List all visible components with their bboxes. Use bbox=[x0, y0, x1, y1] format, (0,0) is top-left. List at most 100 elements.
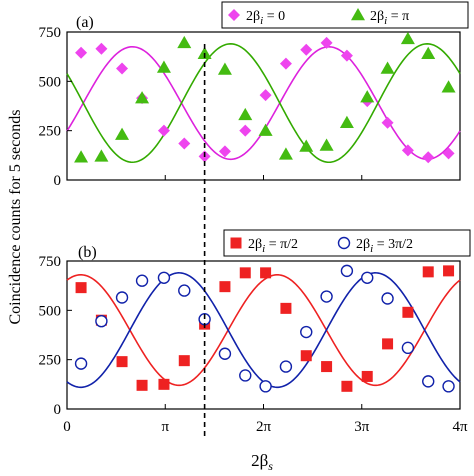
panel-a-series-1-point bbox=[339, 115, 354, 129]
x-tick-label: 0 bbox=[63, 419, 71, 435]
panel-b-series-1-point bbox=[401, 341, 415, 355]
panel-b-series-1-point bbox=[300, 325, 313, 339]
panel-b-series-0-point bbox=[443, 265, 455, 277]
panel-a-legend: 2βi = 0 2βi = π bbox=[221, 1, 469, 29]
panel-a-series-1-point bbox=[217, 62, 232, 75]
panel-b-series-0-point bbox=[219, 281, 231, 293]
panel-b-series-0-point bbox=[260, 267, 272, 279]
panel-a-series-0-point bbox=[218, 145, 231, 158]
panel-a-series-1-point bbox=[197, 46, 212, 59]
panel-a-xticks bbox=[66, 175, 461, 180]
panel-a-series-1-point bbox=[360, 90, 375, 103]
panel-b-fit-line-0 bbox=[66, 274, 461, 387]
y-tick-label: 500 bbox=[39, 303, 62, 319]
panel-b-series-0-point bbox=[422, 266, 434, 278]
panel-b-series-0-point bbox=[361, 370, 373, 382]
panel-b-series-1-point bbox=[178, 284, 191, 297]
panel-a-series-1-point bbox=[319, 138, 334, 151]
panel-b-series-0-point bbox=[341, 380, 353, 392]
panel-a-series-0-point bbox=[320, 36, 333, 49]
panel-a-legend-box bbox=[221, 1, 469, 29]
panel-a-legend-label-1: 2βi = π bbox=[370, 9, 409, 27]
panel-a-series-1-point bbox=[177, 35, 192, 49]
panel-a-label: (a) bbox=[76, 14, 94, 31]
panel-a-series-0-point bbox=[178, 137, 191, 150]
panel-b-series-0-point bbox=[402, 306, 414, 318]
panel-a-frame bbox=[66, 31, 461, 181]
panel-a-points bbox=[74, 31, 456, 164]
panel-b-legend-marker-1 bbox=[337, 236, 351, 250]
panel-b-series-0-point bbox=[280, 302, 292, 314]
panel-b-series-1-point bbox=[157, 271, 171, 284]
panel-a-series-1-point bbox=[258, 123, 273, 136]
x-tick-label: 3π bbox=[354, 419, 370, 435]
panel-b-yticks: 0 250 500 750 bbox=[39, 254, 72, 418]
panel-a-legend-marker-0 bbox=[228, 9, 240, 21]
panel-b-series-1-point bbox=[340, 264, 354, 278]
panel-b-series-1-point bbox=[95, 314, 108, 328]
panel-b-series-1-point bbox=[135, 274, 149, 287]
panel-a-series-0-point bbox=[442, 147, 455, 160]
panel-a-series-1-point bbox=[74, 150, 89, 163]
panel-a-series-0-point bbox=[75, 46, 88, 59]
panel-b-fit-line-1 bbox=[66, 272, 461, 389]
panel-b-fits bbox=[66, 272, 461, 389]
y-tick-label: 500 bbox=[39, 74, 62, 90]
panel-b-series-1-point bbox=[74, 357, 88, 370]
x-tick-label: 4π bbox=[452, 419, 468, 435]
panel-a-legend-marker-1 bbox=[351, 8, 365, 21]
panel-a-series-0-point bbox=[157, 124, 170, 137]
panel-b-xticks: 0 π 2π 3π 4π bbox=[63, 404, 468, 435]
panel-b-series-0-point bbox=[178, 355, 190, 367]
panel-b-series-1-point bbox=[442, 380, 455, 393]
panel-a-series-0-point bbox=[239, 124, 252, 137]
panel-a-series-1-point bbox=[400, 31, 415, 45]
panel-b-label: (b) bbox=[78, 244, 97, 261]
panel-a-series-0-point bbox=[95, 42, 108, 55]
panel-b-legend-marker-0 bbox=[230, 237, 242, 249]
panel-b-series-0-point bbox=[382, 338, 394, 350]
panel-b-legend-label-0: 2βi = π/2 bbox=[248, 237, 298, 255]
panel-b-series-0-point bbox=[136, 379, 148, 391]
panel-a-series-0-point bbox=[422, 151, 435, 164]
panel-a-series-0-point bbox=[300, 43, 313, 56]
panel-b-series-0-point bbox=[158, 378, 170, 390]
x-tick-label: 2π bbox=[256, 419, 272, 435]
panel-b-series-1-point bbox=[381, 292, 394, 305]
panel-a: (a) 0 250 500 750 2βi = 0 2βi = π bbox=[39, 1, 469, 189]
y-tick-label: 250 bbox=[39, 124, 62, 140]
panel-a-series-0-point bbox=[381, 116, 394, 129]
y-tick-label: 250 bbox=[39, 353, 62, 369]
panel-b-series-0-point bbox=[239, 267, 251, 279]
x-axis-label: 2βs bbox=[251, 451, 273, 473]
panel-a-series-1-point bbox=[380, 61, 395, 74]
panel-a-fits bbox=[66, 43, 461, 164]
panel-b-series-1-point bbox=[239, 369, 252, 382]
panel-b: (b) 0 250 500 750 0 π 2π 3π 4π 2βi = π/2 2βi = 3… bbox=[39, 229, 471, 435]
panel-b-series-1-point bbox=[422, 375, 435, 388]
panel-a-series-0-point bbox=[116, 62, 129, 75]
panel-a-series-1-point bbox=[238, 107, 253, 121]
panel-a-series-1-point bbox=[156, 60, 171, 73]
panel-b-series-1-point bbox=[279, 360, 293, 373]
panel-b-series-0-point bbox=[116, 356, 128, 368]
panel-b-legend-label-1: 2βi = 3π/2 bbox=[356, 237, 413, 255]
panel-a-series-0-point bbox=[279, 57, 292, 70]
panel-b-series-1-point bbox=[361, 271, 374, 284]
panel-a-series-1-point bbox=[135, 91, 150, 104]
y-axis-label: Coincidence counts for 5 seconds bbox=[7, 109, 24, 324]
panel-a-series-1-point bbox=[115, 127, 130, 140]
panel-b-series-1-point bbox=[115, 291, 129, 304]
panel-b-series-0-point bbox=[321, 361, 333, 373]
panel-b-series-0-point bbox=[300, 350, 312, 362]
panel-b-series-1-point bbox=[218, 347, 232, 360]
panel-a-series-1-point bbox=[441, 80, 456, 93]
x-tick-label: π bbox=[161, 419, 169, 435]
y-tick-label: 750 bbox=[39, 254, 62, 270]
panel-a-series-1-point bbox=[299, 139, 314, 152]
panel-a-series-0-point bbox=[401, 144, 414, 157]
panel-a-legend-label-0: 2βi = 0 bbox=[246, 9, 285, 27]
y-tick-label: 0 bbox=[54, 173, 62, 189]
panel-a-yticks: 0 250 500 750 bbox=[39, 25, 72, 189]
